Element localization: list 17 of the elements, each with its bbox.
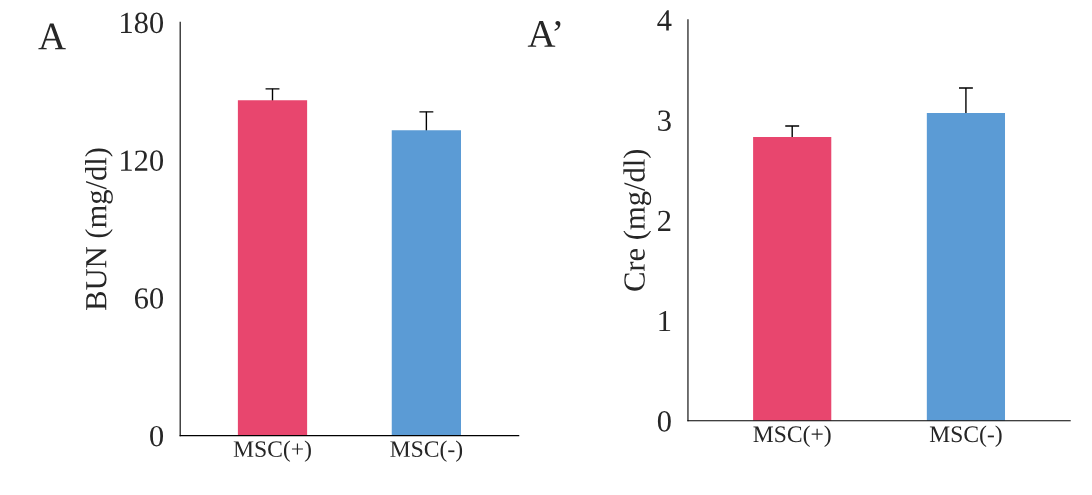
y-tick-label: 0 (657, 411, 671, 432)
y-axis-title: BUN (mg/dl) (85, 148, 113, 310)
chart-title: A (38, 23, 66, 50)
y-tick-label: 3 (658, 110, 671, 131)
y-tick-label: 180 (121, 12, 164, 34)
x-tick-label: MSC(+) (753, 425, 831, 448)
x-tick-label: MSC(+) (233, 440, 311, 462)
y-tick-label: 120 (121, 150, 164, 171)
y-tick-label: 0 (150, 425, 164, 447)
y-tick-label: 1 (659, 310, 671, 332)
x-tick-label: MSC(-) (390, 440, 463, 462)
chart-title: A’ (527, 20, 561, 47)
y-tick-label: 2 (658, 210, 671, 231)
y-tick-label: 4 (657, 10, 672, 31)
y-tick-label: 60 (134, 288, 164, 309)
x-tick-label: MSC(-) (929, 425, 1002, 448)
y-axis-title: Cre (mg/dl) (623, 149, 652, 291)
